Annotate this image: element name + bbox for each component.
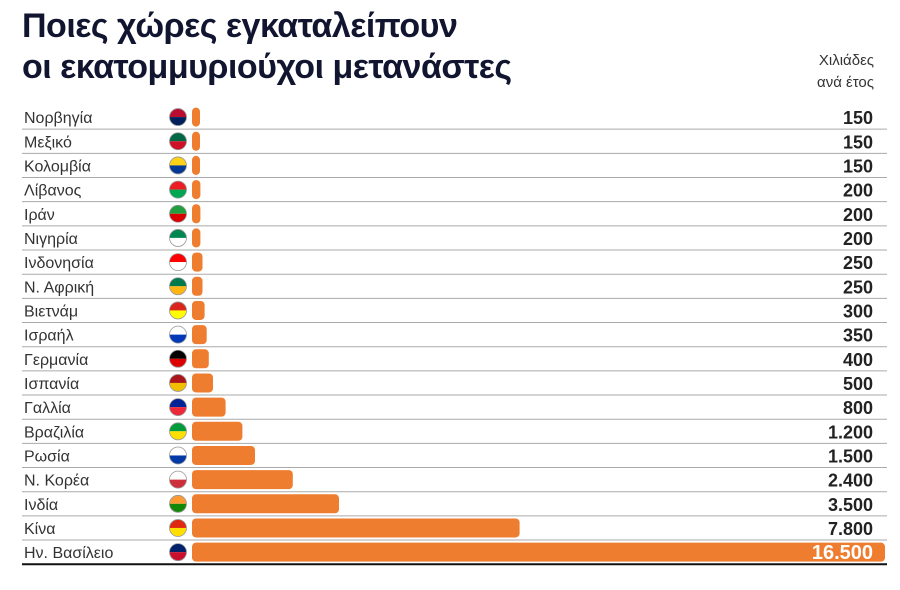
category-label: Ν. Αφρική: [24, 279, 94, 296]
bar: [192, 325, 207, 345]
category-label: Ιράν: [24, 207, 55, 224]
bar: [192, 421, 243, 441]
category-label: Ν. Κορέα: [24, 473, 89, 490]
indonesia-flag-icon: [169, 253, 187, 272]
title-line-1: Ποιες χώρες εγκαταλείπουν: [22, 7, 458, 45]
mexico-flag-icon: [169, 132, 187, 151]
value-label: 7.800: [828, 519, 873, 539]
bar: [192, 155, 200, 175]
category-label: Ισραήλ: [24, 328, 74, 345]
bar: [192, 252, 203, 272]
category-label: Ινδονησία: [24, 255, 94, 272]
value-label: 250: [843, 253, 873, 273]
value-label: 150: [843, 132, 873, 152]
value-label: 200: [843, 205, 873, 225]
israel-flag-icon: [169, 325, 187, 344]
category-label: Γερμανία: [24, 352, 88, 369]
south-africa-flag-icon: [169, 277, 187, 296]
bar: [192, 204, 201, 224]
colombia-flag-icon: [169, 156, 187, 175]
value-label: 400: [843, 350, 873, 370]
bar: [192, 349, 209, 369]
category-label: Βιετνάμ: [24, 303, 78, 320]
value-label: 350: [843, 326, 873, 346]
brazil-flag-icon: [169, 422, 187, 441]
bar: [192, 300, 205, 320]
category-label: Ισπανία: [24, 376, 79, 393]
category-label: Μεξικό: [24, 134, 72, 151]
category-label: Νιγηρία: [24, 231, 78, 248]
value-label: 500: [843, 374, 873, 394]
india-flag-icon: [169, 494, 187, 513]
bar: [192, 131, 200, 151]
category-label: Βραζιλία: [24, 424, 84, 441]
value-label: 800: [843, 398, 873, 418]
russia-flag-icon: [169, 446, 187, 465]
norway-flag-icon: [169, 108, 187, 126]
bar: [192, 470, 293, 490]
value-label: 16.500: [812, 542, 873, 564]
category-label: Γαλλία: [24, 400, 71, 417]
value-label: 3.500: [828, 495, 873, 515]
value-label: 1.500: [828, 446, 873, 466]
value-label: 200: [843, 229, 873, 249]
china-flag-icon: [169, 519, 187, 537]
bar: [192, 107, 200, 127]
nigeria-flag-icon: [169, 229, 187, 247]
bar: [192, 518, 520, 538]
value-label: 250: [843, 277, 873, 297]
value-label: 2.400: [828, 471, 873, 491]
value-label: 150: [843, 108, 873, 128]
iran-flag-icon: [169, 204, 187, 223]
bar: [192, 180, 201, 200]
category-label: Λίβανος: [24, 183, 82, 200]
category-label: Κίνα: [24, 521, 55, 538]
value-label: 1.200: [828, 422, 873, 442]
chart-title: Ποιες χώρες εγκαταλείπουν οι εκατομμυριο…: [22, 6, 512, 88]
bar: [192, 494, 339, 514]
bar: [192, 445, 255, 465]
value-label: 150: [843, 156, 873, 176]
france-flag-icon: [169, 398, 187, 417]
bar: [192, 228, 201, 248]
category-label: Νορβηγία: [24, 110, 92, 127]
vietnam-flag-icon: [169, 301, 187, 320]
category-label: Κολομβία: [24, 158, 91, 175]
spain-flag-icon: [169, 374, 187, 392]
unit-line-2: ανά έτος: [817, 74, 874, 91]
category-label: Ινδία: [24, 497, 58, 514]
unit-line-1: Χιλιάδες: [818, 52, 874, 69]
bar: [192, 373, 213, 393]
category-label: Ρωσία: [24, 448, 70, 465]
south-korea-flag-icon: [169, 470, 187, 489]
germany-flag-icon: [169, 349, 187, 368]
lebanon-flag-icon: [169, 180, 187, 199]
value-label: 300: [843, 301, 873, 321]
value-label: 200: [843, 181, 873, 201]
uk-flag-icon: [169, 543, 187, 562]
bar: [192, 542, 885, 562]
bar: [192, 276, 203, 296]
bar: [192, 397, 226, 417]
title-line-2: οι εκατομμυριούχοι μετανάστες: [22, 48, 512, 86]
unit-label: Χιλιάδες ανά έτος: [817, 50, 874, 94]
category-label: Ην. Βασίλειο: [24, 545, 113, 562]
